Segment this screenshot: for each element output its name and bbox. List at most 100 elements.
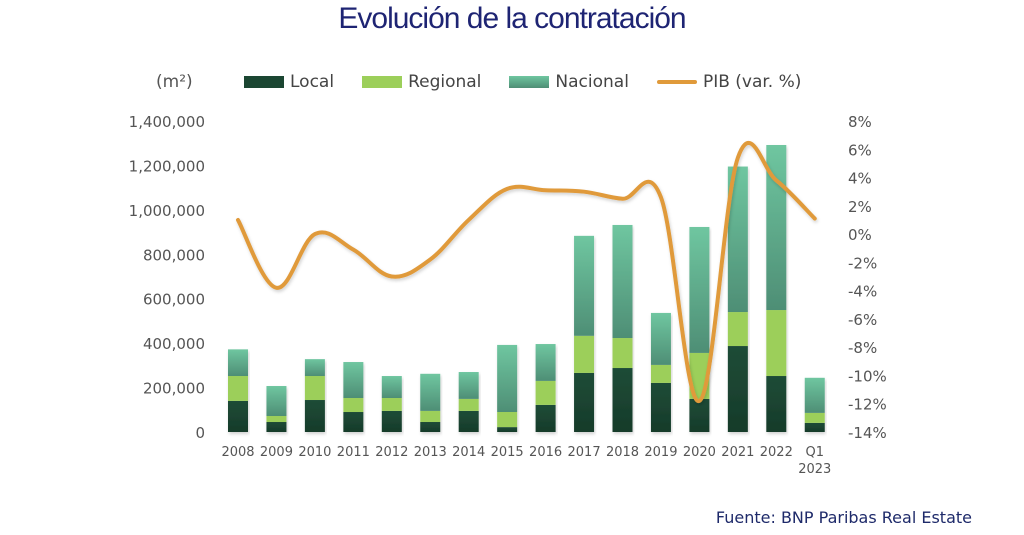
bar-segment-nacional <box>381 376 402 399</box>
x-axis-tick-label: 2014 <box>452 445 485 460</box>
legend-swatch-nacional <box>509 76 550 88</box>
right-axis-tick-label: -4% <box>848 283 877 301</box>
bar-stack <box>228 349 248 432</box>
x-axis-tick-label: 2020 <box>683 445 716 460</box>
left-axis-tick-label: 1,000,000 <box>129 202 205 220</box>
bar-stack <box>689 226 710 432</box>
legend-label-regional: Regional <box>408 72 482 92</box>
bar-segment-nacional <box>535 344 556 381</box>
bar-segment-local <box>612 368 633 432</box>
bar-segment-regional <box>228 376 248 401</box>
x-axis-tick-label: 2011 <box>337 445 370 460</box>
left-axis-tick-label: 800,000 <box>143 246 205 264</box>
bar-stack <box>535 344 556 432</box>
bar-segment-regional <box>420 410 441 423</box>
bar-segment-nacional <box>650 312 671 365</box>
legend-item-regional: Regional <box>362 72 481 92</box>
bar-segment-nacional <box>497 344 518 413</box>
bar-group <box>228 144 825 432</box>
bar-stack <box>266 386 287 432</box>
bar-segment-regional <box>727 312 748 347</box>
right-axis-tick-label: -8% <box>848 339 877 357</box>
left-axis-tick-label: 400,000 <box>143 335 205 353</box>
source-note: Fuente: BNP Paribas Real Estate <box>715 508 972 527</box>
bar-segment-regional <box>266 416 287 423</box>
x-axis-tick-label: 2022 <box>760 445 793 460</box>
x-axis-tick-label: 2021 <box>721 445 754 460</box>
right-axis-tick-label: 4% <box>848 170 872 188</box>
bar-stack <box>612 224 633 432</box>
right-axis-tick-label: 2% <box>848 198 872 216</box>
bar-stack <box>727 166 748 432</box>
left-axis-tick-label: 200,000 <box>143 380 205 398</box>
bar-segment-regional <box>304 376 325 401</box>
bar-segment-local <box>689 398 710 432</box>
right-axis-tick-label: -10% <box>848 367 887 385</box>
bar-segment-local <box>650 382 671 432</box>
bar-segment-nacional <box>804 377 825 413</box>
bar-segment-nacional <box>612 224 633 339</box>
pib-line-group <box>236 140 817 403</box>
right-axis-tick-label: -6% <box>848 311 877 329</box>
bar-stack <box>458 372 479 432</box>
bar-stack <box>497 344 518 432</box>
x-axis-tick-label: 2016 <box>529 445 562 460</box>
x-axis-tick-label: 2023 <box>798 462 831 477</box>
bar-stack <box>574 235 595 432</box>
x-axis-tick-label: Q1 <box>805 445 824 460</box>
x-axis-tick-label: 2017 <box>568 445 601 460</box>
x-axis-tick-label: 2015 <box>491 445 524 460</box>
x-axis: 2008 2009 2010 2011 2012 2013 2014 2015 2016 2017… <box>221 445 831 477</box>
bar-segment-nacional <box>420 373 441 411</box>
left-y-axis: 0 200,000 400,000 600,000 800,000 1,000,000 1,… <box>129 113 205 442</box>
bar-segment-local <box>574 372 595 432</box>
legend-item-nacional: Nacional <box>509 72 629 92</box>
bar-segment-local <box>804 422 825 432</box>
bar-segment-local <box>228 400 248 432</box>
bar-segment-nacional <box>228 349 248 377</box>
y-axis-unit-label: (m²) <box>156 72 193 92</box>
bar-segment-regional <box>381 398 402 411</box>
x-axis-tick-label: 2008 <box>221 445 254 460</box>
chart-legend: Local Regional Nacional PIB (var. %) <box>244 72 829 92</box>
bar-segment-local <box>458 410 479 432</box>
right-axis-tick-label: 6% <box>848 141 872 159</box>
bar-segment-local <box>497 427 518 432</box>
right-axis-tick-label: -14% <box>848 424 887 442</box>
legend-label-local: Local <box>290 72 335 92</box>
right-axis-tick-label: -2% <box>848 254 877 272</box>
legend-item-local: Local <box>244 72 334 92</box>
chart-title: Evolución de la contratación <box>338 2 686 35</box>
right-axis-tick-label: 0% <box>848 226 872 244</box>
right-axis-tick-label: 8% <box>848 113 872 131</box>
bar-segment-local <box>381 410 402 432</box>
x-axis-tick-label: 2012 <box>375 445 408 460</box>
bar-segment-nacional <box>266 386 287 417</box>
left-axis-tick-label: 1,200,000 <box>129 157 205 175</box>
right-y-axis: -14% -12% -10% -8% -6% -4% -2% 0% 2% 4% 6% 8% <box>848 113 887 442</box>
bar-segment-nacional <box>458 372 479 399</box>
bar-segment-local <box>343 412 364 432</box>
bar-stack <box>304 359 325 432</box>
right-axis-tick-label: -12% <box>848 396 887 414</box>
bar-segment-local <box>727 346 748 432</box>
bar-segment-regional <box>804 412 825 423</box>
bar-stack <box>650 312 671 432</box>
bar-segment-local <box>266 422 287 432</box>
bar-segment-regional <box>612 338 633 369</box>
bar-segment-local <box>766 376 787 432</box>
bar-stack <box>381 376 402 432</box>
bar-segment-regional <box>497 412 518 428</box>
bar-segment-regional <box>574 335 595 373</box>
legend-swatch-pib <box>656 80 697 84</box>
left-axis-tick-label: 1,400,000 <box>129 113 205 131</box>
bar-segment-local <box>304 400 325 432</box>
left-axis-tick-label: 600,000 <box>143 291 205 309</box>
bar-segment-regional <box>535 380 556 405</box>
legend-swatch-local <box>244 76 284 88</box>
bar-segment-regional <box>650 364 671 383</box>
x-axis-tick-label: 2013 <box>414 445 447 460</box>
x-axis-tick-label: 2009 <box>260 445 293 460</box>
legend-swatch-regional <box>362 76 403 88</box>
